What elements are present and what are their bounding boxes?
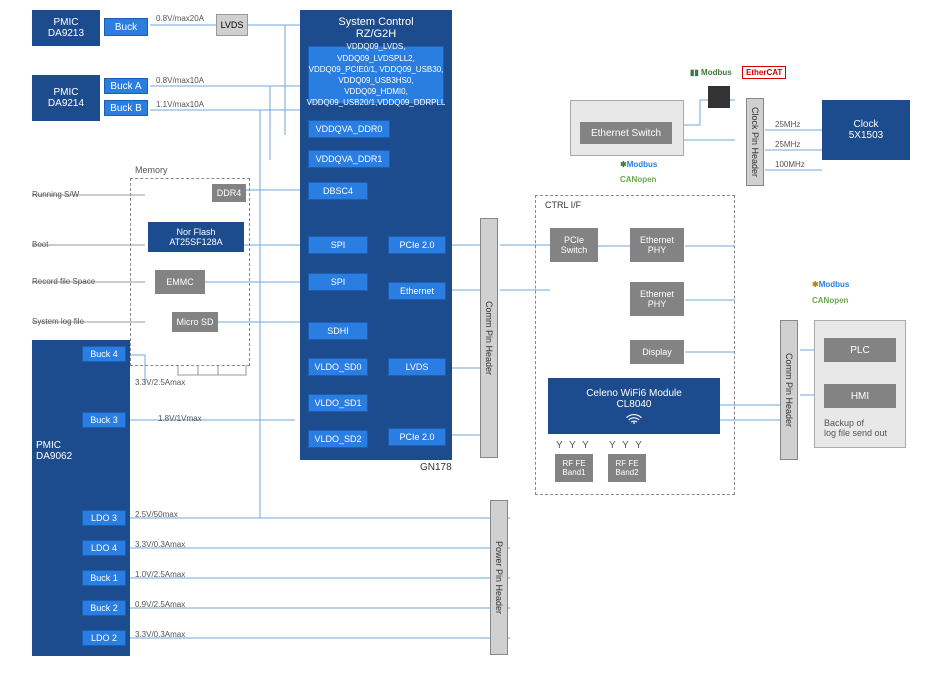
- canopen-logo-right: CANopen: [812, 296, 848, 305]
- canopen-logo: CANopen: [620, 175, 656, 184]
- buck4-label: 3.3V/2.5Amax: [135, 378, 185, 387]
- antenna-icons-2: Y Y Y: [609, 440, 644, 451]
- da9062-buck2: Buck 2: [82, 600, 126, 616]
- label: DDR4: [217, 188, 242, 198]
- clock-f3: 100MHz: [775, 160, 805, 169]
- rail-7: VLDO_SD1: [308, 394, 368, 412]
- da9214-buck-a-label: 0.8V/max10A: [156, 76, 204, 85]
- da9062-ldo3: LDO 3: [82, 510, 126, 526]
- ldo4-label: 3.3V/0.3Amax: [135, 540, 185, 549]
- backup-label: Backup of log file send out: [824, 418, 887, 438]
- gn178-label: GN178: [420, 462, 452, 473]
- buck1-label: 1.0V/2.5Amax: [135, 570, 185, 579]
- ldo2-label: 3.3V/0.3Amax: [135, 630, 185, 639]
- record-file-label: Record file Space: [32, 277, 95, 286]
- da9062-buck1: Buck 1: [82, 570, 126, 586]
- comm-pin-header: Comm Pin Header: [480, 218, 498, 458]
- label: Micro SD: [176, 317, 213, 327]
- sc-right-1: Ethernet: [388, 282, 446, 300]
- ethercat-logo: EtherCAT: [742, 66, 786, 79]
- buck3-label: 1.8V/1Vmax: [158, 414, 202, 423]
- label: Buck B: [110, 103, 142, 114]
- eth-phy-2: Ethernet PHY: [630, 282, 684, 316]
- sc-right-0: PCIe 2.0: [388, 236, 446, 254]
- rail-5: SDHI: [308, 322, 368, 340]
- device-icon: [708, 86, 730, 108]
- boot-label: Boot: [32, 240, 48, 249]
- rf-band2: RF FE Band2: [608, 454, 646, 482]
- modbus-logo-right: ✱Modbus: [812, 280, 849, 289]
- clock-pin-header: Clock Pin Header: [746, 98, 764, 186]
- pcie-switch: PCIe Switch: [550, 228, 598, 262]
- antenna-icons-1: Y Y Y: [556, 440, 591, 451]
- label: EMMC: [166, 277, 194, 287]
- da9214-buck-a: Buck A: [104, 78, 148, 94]
- da9062-ldo2: LDO 2: [82, 630, 126, 646]
- hmi-box: HMI: [824, 384, 896, 408]
- label: LVDS: [221, 20, 244, 30]
- modbus-logo-small: ▮▮ Modbus: [690, 68, 732, 77]
- title: System Control RZ/G2H: [338, 16, 413, 40]
- clock-block: Clock 5X1503: [822, 100, 910, 160]
- display-box: Display: [630, 340, 684, 364]
- rail-2: DBSC4: [308, 182, 368, 200]
- da9213-buck-label: 0.8V/max20A: [156, 14, 204, 23]
- rail-6: VLDO_SD0: [308, 358, 368, 376]
- rail-4: SPI: [308, 273, 368, 291]
- pmic-da9214: PMIC DA9214: [32, 75, 100, 121]
- label: PMIC DA9213: [48, 17, 84, 39]
- celeno-module: Celeno WiFi6 Module CL8040: [548, 378, 720, 434]
- ddr4: DDR4: [212, 184, 246, 202]
- label: VDDQ09_LVDS, VDDQ09_LVDSPLL2, VDDQ09_PCI…: [307, 41, 446, 108]
- buck2-label: 0.9V/2.5Amax: [135, 600, 185, 609]
- da9214-buck-b: Buck B: [104, 100, 148, 116]
- label: PMIC DA9214: [48, 87, 84, 109]
- da9214-buck-b-label: 1.1V/max10A: [156, 100, 204, 109]
- pmic-da9213: PMIC DA9213: [32, 10, 100, 46]
- voltage-block: VDDQ09_LVDS, VDDQ09_LVDSPLL2, VDDQ09_PCI…: [308, 46, 444, 104]
- rail-8: VLDO_SD2: [308, 430, 368, 448]
- clock-f1: 25MHz: [775, 120, 800, 129]
- plc-box: PLC: [824, 338, 896, 362]
- pmic-da9062-title: PMIC DA9062: [36, 440, 72, 462]
- eth-phy-1: Ethernet PHY: [630, 228, 684, 262]
- ldo3-label: 2.5V/50max: [135, 510, 178, 519]
- comm-pin-header-2: Comm Pin Header: [780, 320, 798, 460]
- nor-flash: Nor Flash AT25SF128A: [148, 222, 244, 252]
- running-sw-label: Running S/W: [32, 190, 79, 199]
- da9213-buck: Buck: [104, 18, 148, 36]
- da9062-buck4: Buck 4: [82, 346, 126, 362]
- wifi-icon: [625, 410, 643, 424]
- memory-title: Memory: [135, 165, 168, 175]
- da9062-buck3: Buck 3: [82, 412, 126, 428]
- sc-right-3: PCIe 2.0: [388, 428, 446, 446]
- clock-f2: 25MHz: [775, 140, 800, 149]
- da9062-ldo4: LDO 4: [82, 540, 126, 556]
- ethernet-switch: Ethernet Switch: [580, 122, 672, 144]
- rail-3: SPI: [308, 236, 368, 254]
- lvds-box: LVDS: [216, 14, 248, 36]
- modbus-logo-2: ✱Modbus: [620, 160, 657, 169]
- micro-sd: Micro SD: [172, 312, 218, 332]
- rail-1: VDDQVA_DDR1: [308, 150, 390, 168]
- label: Nor Flash AT25SF128A: [169, 227, 222, 247]
- syslog-label: System log file: [32, 317, 84, 326]
- sc-right-2: LVDS: [388, 358, 446, 376]
- label: Buck: [115, 22, 137, 33]
- rf-band1: RF FE Band1: [555, 454, 593, 482]
- label: Buck A: [110, 81, 141, 92]
- rail-0: VDDQVA_DDR0: [308, 120, 390, 138]
- emmc: EMMC: [155, 270, 205, 294]
- power-pin-header: Power Pin Header: [490, 500, 508, 655]
